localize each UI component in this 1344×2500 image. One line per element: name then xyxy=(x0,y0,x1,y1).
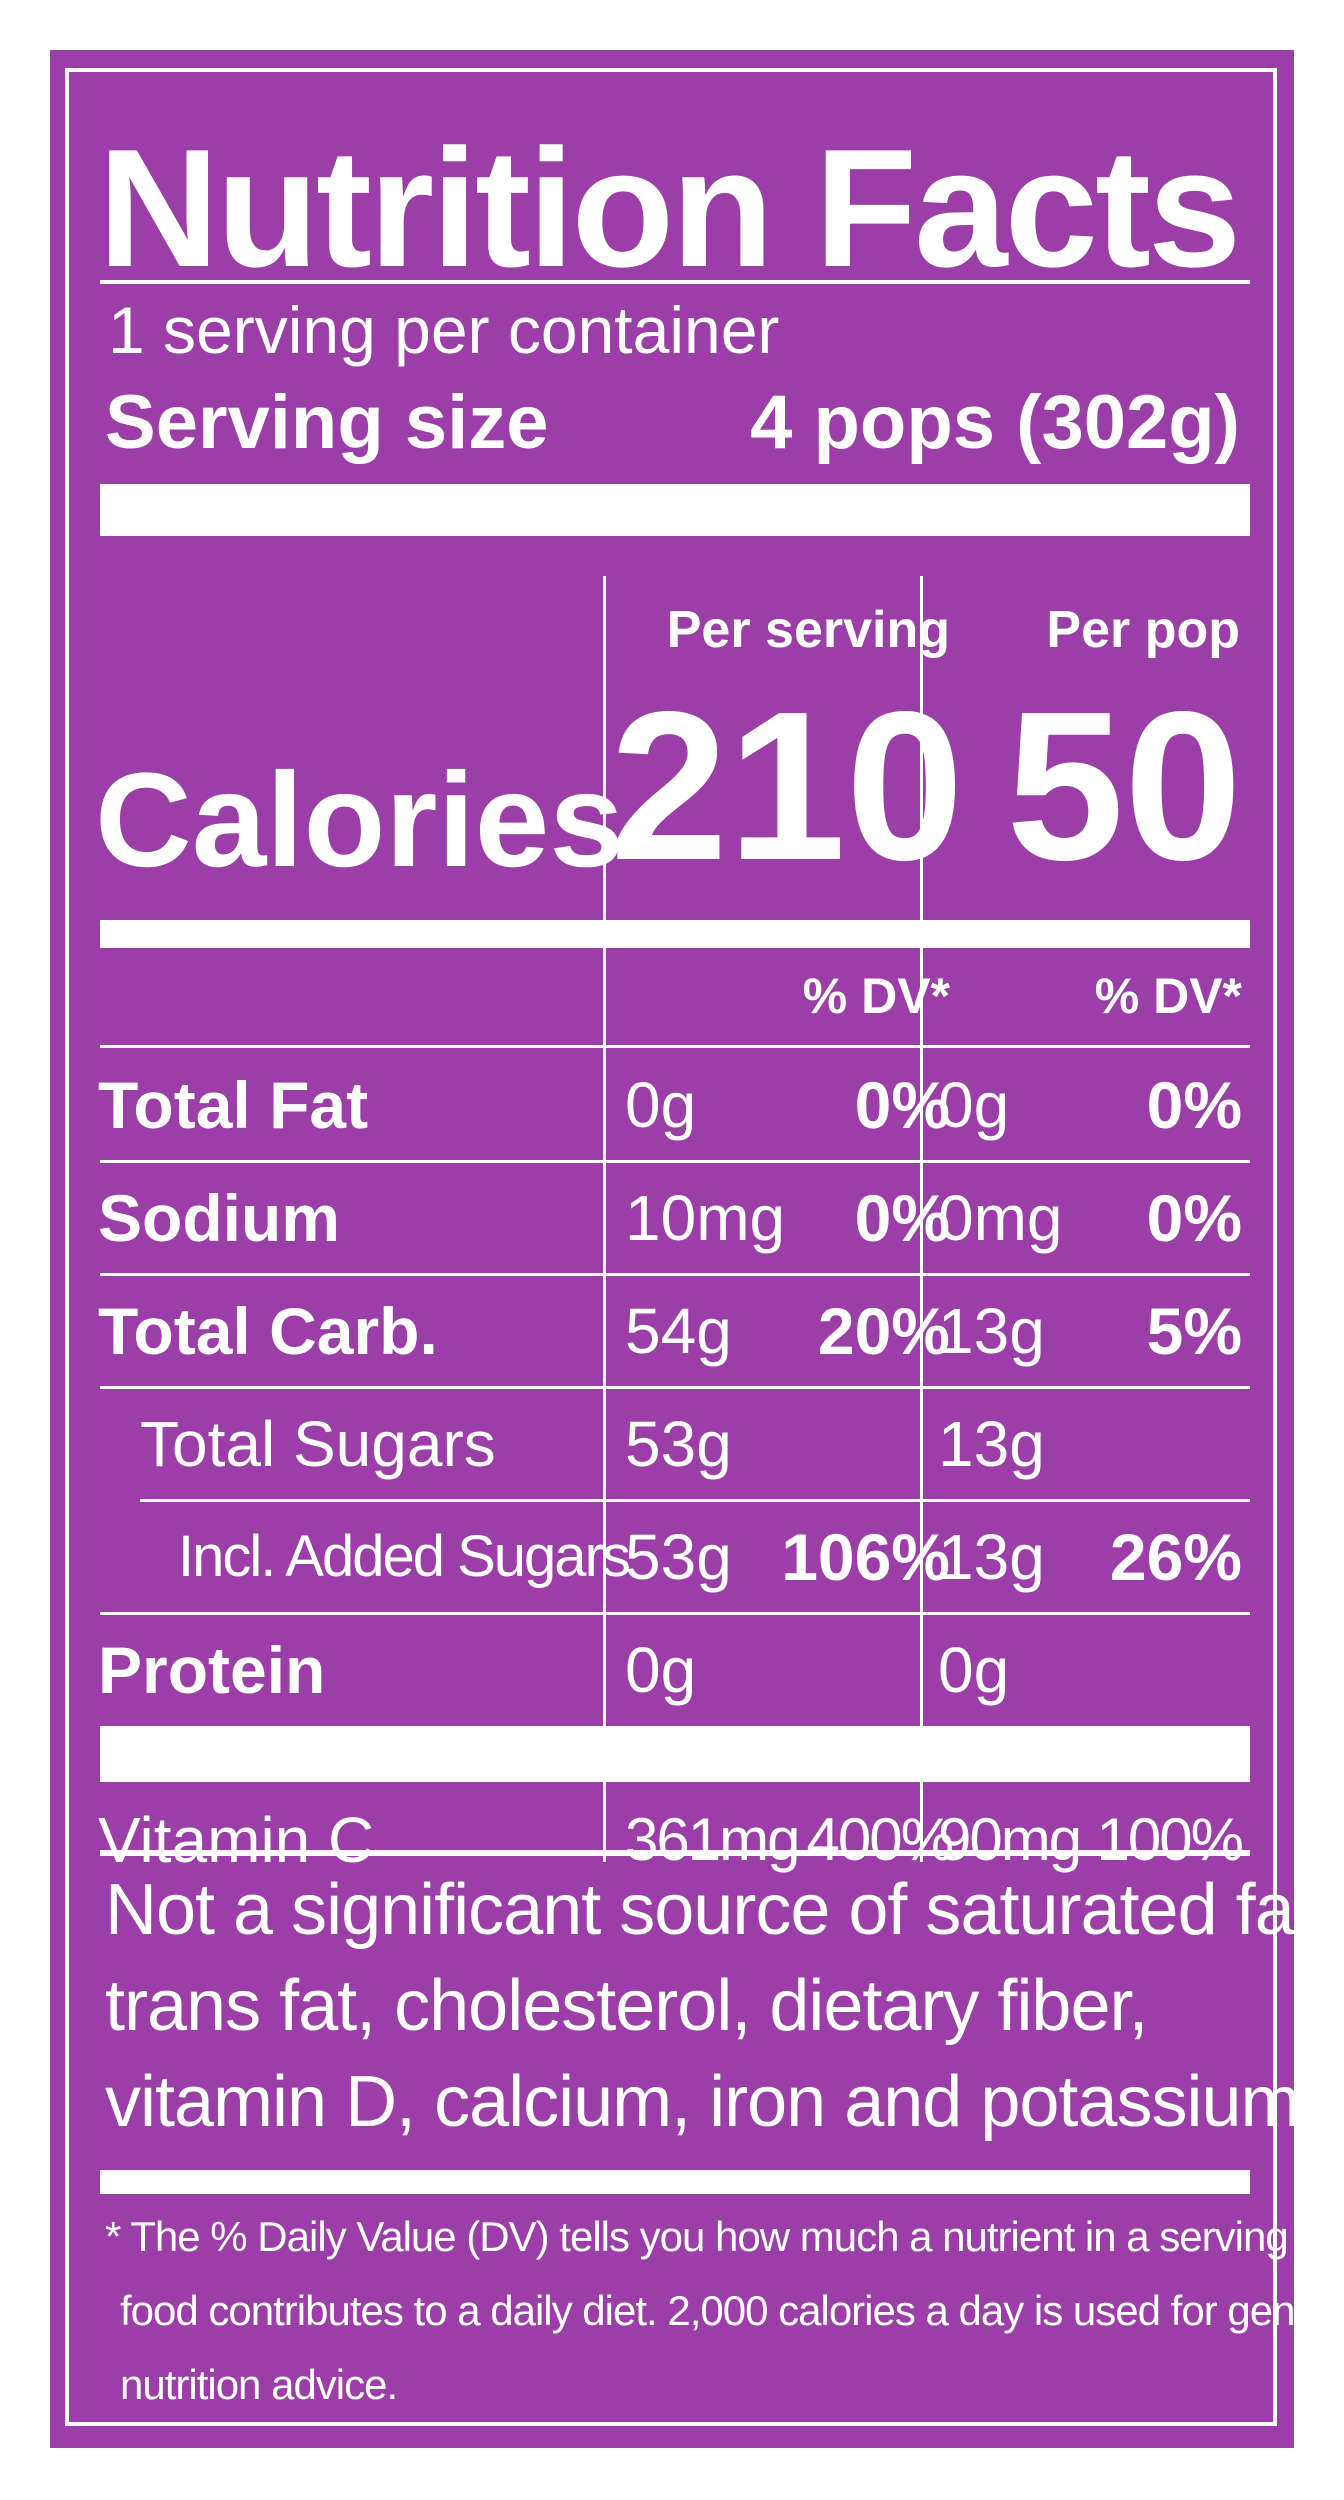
divider-title xyxy=(100,280,1250,284)
footnote-line-2: food contributes to a daily diet. 2,000 … xyxy=(120,2287,1344,2334)
nutrient-dv-pop: 0% xyxy=(1146,1068,1242,1142)
dv-header-col1: % DV* xyxy=(802,968,950,1024)
col-header-per-pop: Per pop xyxy=(1046,601,1240,659)
not-significant-line-3: vitamin D, calcium, iron and potassium. xyxy=(105,2062,1319,2142)
nutrient-amount-pop: 13g xyxy=(938,1408,1045,1480)
nutrient-dv-pop: 0% xyxy=(1146,1181,1242,1255)
divider-dv xyxy=(100,1045,1250,1048)
divider-thick-1 xyxy=(100,484,1250,536)
nutrient-dv-serving: 20% xyxy=(817,1294,950,1368)
divider-row xyxy=(100,1273,1250,1276)
nutrition-label: Nutrition Facts 1 serving per container … xyxy=(50,50,1344,2448)
nutrient-dv-serving: 0% xyxy=(854,1068,950,1142)
col-separator-2 xyxy=(920,576,923,1852)
nutrient-label: Incl. Added Sugars xyxy=(178,1524,631,1589)
nutrient-amount-serving: 10mg xyxy=(625,1182,786,1254)
col-separator-vitamin-2 xyxy=(920,1782,923,1862)
nutrient-dv-pop: 26% xyxy=(1109,1520,1242,1594)
vitamin-c-label: Vitamin C xyxy=(98,1804,375,1876)
serving-size-label: Serving size xyxy=(105,380,549,465)
nutrient-dv-pop: 5% xyxy=(1146,1294,1242,1368)
vitamin-c-amount-serving: 361mg xyxy=(625,1806,800,1873)
col-separator-vitamin-1 xyxy=(603,1782,606,1862)
nutrient-label: Total Fat xyxy=(98,1068,369,1142)
label-title: Nutrition Facts xyxy=(98,114,1241,302)
nutrient-amount-serving: 0g xyxy=(625,1069,697,1141)
vitamin-c-amount-pop: 90mg xyxy=(938,1806,1082,1873)
label-border xyxy=(65,68,1277,2426)
divider-footnote xyxy=(100,2170,1250,2194)
nutrient-amount-pop: 13g xyxy=(938,1295,1045,1367)
nutrient-label: Sodium xyxy=(98,1181,340,1255)
nutrient-amount-pop: 0mg xyxy=(938,1182,1063,1254)
divider-thick-3 xyxy=(100,1726,1250,1782)
nutrient-amount-pop: 0g xyxy=(938,1069,1010,1141)
nutrient-dv-serving: 0% xyxy=(854,1181,950,1255)
footnote-line-3: nutrition advice. xyxy=(120,2361,398,2408)
not-significant-line-1: Not a significant source of saturated fa… xyxy=(105,1870,1333,1950)
nutrient-amount-pop: 0g xyxy=(938,1634,1010,1706)
divider-thick-2 xyxy=(100,920,1250,948)
divider-row xyxy=(100,1160,1250,1163)
divider-row xyxy=(100,1612,1250,1615)
calories-per-serving: 210 xyxy=(610,667,964,904)
nutrient-label: Total Sugars xyxy=(140,1408,496,1480)
nutrient-amount-serving: 54g xyxy=(625,1295,732,1367)
nutrient-label: Total Carb. xyxy=(98,1294,438,1368)
calories-per-pop: 50 xyxy=(1006,667,1242,904)
serving-size-value: 4 pops (302g) xyxy=(750,380,1240,465)
calories-label: Calories xyxy=(95,746,624,895)
nutrient-dv-serving: 106% xyxy=(781,1520,950,1594)
vitamin-c-dv-pop: 100% xyxy=(1096,1806,1244,1873)
divider-row xyxy=(100,1386,1250,1389)
divider-row xyxy=(140,1499,1250,1502)
nutrient-label: Protein xyxy=(98,1633,326,1707)
nutrient-amount-pop: 13g xyxy=(938,1521,1045,1593)
footnote-line-1: * The % Daily Value (DV) tells you how m… xyxy=(105,2213,1332,2260)
nutrient-amount-serving: 0g xyxy=(625,1634,697,1706)
col-separator-1 xyxy=(603,576,606,1852)
nutrient-amount-serving: 53g xyxy=(625,1408,732,1480)
divider-vitamin xyxy=(100,1850,1250,1856)
nutrient-amount-serving: 53g xyxy=(625,1521,732,1593)
not-significant-line-2: trans fat, cholesterol, dietary fiber, xyxy=(105,1966,1149,2046)
servings-per-container: 1 serving per container xyxy=(108,293,780,367)
col-header-per-serving: Per serving xyxy=(666,601,950,659)
vitamin-c-dv-serving: 400% xyxy=(806,1806,954,1873)
dv-header-col2: % DV* xyxy=(1094,968,1242,1024)
